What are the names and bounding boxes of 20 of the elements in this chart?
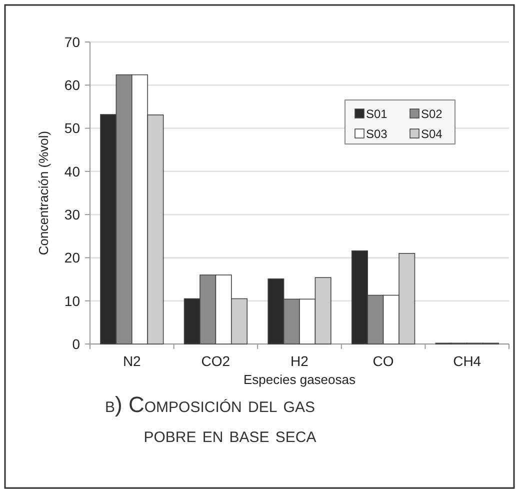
- legend-label: S02: [421, 107, 443, 122]
- y-tick-label: 70: [64, 34, 80, 50]
- y-tick-label: 30: [64, 206, 80, 222]
- legend-label: S01: [366, 107, 388, 122]
- text: b) Composición del gas pobre en base seca: [105, 392, 316, 447]
- legend-label: S04: [421, 127, 443, 142]
- x-tick-label: N2: [122, 353, 142, 369]
- legend-label: S03: [366, 127, 388, 142]
- y-tick-label: 50: [64, 120, 80, 136]
- x-tick-label: CO2: [201, 353, 230, 369]
- x-axis-title: Especies gaseosas: [243, 372, 356, 387]
- y-tick-label: 60: [64, 77, 80, 94]
- x-tick-label: H2: [290, 353, 309, 369]
- y-axis-title: Concentración (%vol): [36, 130, 51, 256]
- x-tick-label: CO: [372, 353, 394, 369]
- y-tick-label: 0: [72, 336, 80, 352]
- y-tick-label: 40: [64, 163, 80, 180]
- y-tick-label: 20: [64, 250, 80, 266]
- y-tick-label: 10: [64, 292, 80, 309]
- x-tick-label: CH4: [453, 353, 482, 369]
